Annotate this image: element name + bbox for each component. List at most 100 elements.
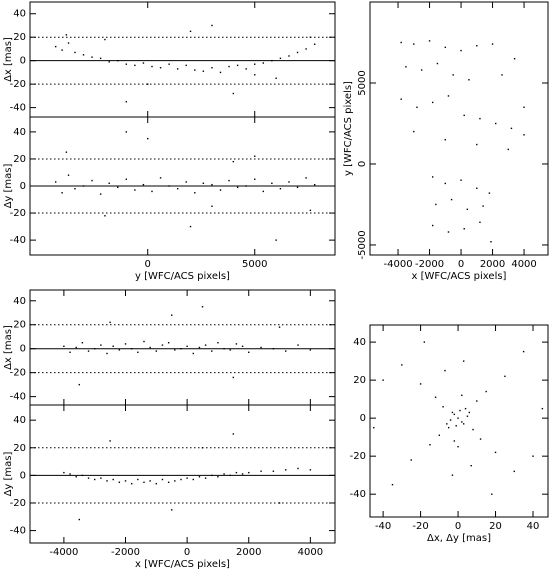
point xyxy=(168,63,170,65)
point xyxy=(161,478,164,481)
point xyxy=(202,182,205,184)
point xyxy=(444,138,446,141)
point xyxy=(464,407,467,410)
point xyxy=(149,346,151,349)
x-tick-label: 4000 xyxy=(298,547,323,558)
point xyxy=(186,477,188,479)
point xyxy=(260,346,262,349)
point xyxy=(513,470,515,473)
point xyxy=(453,440,456,442)
point xyxy=(82,185,85,187)
point xyxy=(65,151,68,153)
point xyxy=(171,509,173,511)
point xyxy=(470,464,472,467)
point xyxy=(309,209,312,212)
point xyxy=(444,369,446,372)
point xyxy=(142,62,145,64)
plot-frame xyxy=(369,324,549,518)
point xyxy=(460,179,462,181)
point xyxy=(501,74,503,76)
x-axis-label: Δx, Δy [mas] xyxy=(427,533,491,544)
point xyxy=(423,341,426,343)
point xyxy=(117,186,119,189)
y-tick-label: -5000 xyxy=(357,230,368,259)
point xyxy=(228,65,230,68)
point xyxy=(462,423,465,425)
y-tick-label: -40 xyxy=(10,235,26,246)
point xyxy=(476,45,478,47)
y-tick-label: 20 xyxy=(13,154,26,165)
point xyxy=(309,469,312,471)
point xyxy=(149,480,151,482)
point xyxy=(400,41,402,44)
point xyxy=(54,45,57,48)
point xyxy=(108,182,110,184)
point xyxy=(232,376,235,379)
point xyxy=(100,344,102,346)
point xyxy=(450,198,453,201)
point xyxy=(271,182,273,184)
point xyxy=(87,477,90,479)
point xyxy=(428,40,431,42)
point xyxy=(198,346,201,349)
point xyxy=(201,306,204,308)
point xyxy=(401,364,403,366)
point xyxy=(457,445,459,448)
point xyxy=(228,179,230,182)
point xyxy=(167,342,170,344)
point xyxy=(279,57,282,60)
y-axis-label: Δy [mas] xyxy=(3,451,14,496)
point xyxy=(69,351,71,353)
point xyxy=(232,160,235,163)
point xyxy=(229,474,231,477)
point xyxy=(495,122,497,125)
point xyxy=(217,476,219,478)
x-tick-label: 2000 xyxy=(480,259,505,270)
point xyxy=(180,347,182,350)
point xyxy=(143,340,145,343)
point xyxy=(192,352,194,355)
x-tick-label: -2000 xyxy=(111,547,140,558)
point xyxy=(271,59,273,62)
point xyxy=(447,231,450,233)
point xyxy=(313,183,316,186)
point xyxy=(262,62,264,64)
point xyxy=(523,134,525,136)
point xyxy=(413,130,415,133)
y-tick-label: 20 xyxy=(13,320,26,331)
point xyxy=(151,65,153,68)
y-tick-label: -20 xyxy=(10,368,26,379)
point xyxy=(211,474,213,477)
point xyxy=(65,34,68,36)
point xyxy=(452,74,454,76)
point xyxy=(167,481,170,483)
point xyxy=(254,74,256,76)
point xyxy=(435,203,437,206)
point xyxy=(223,473,225,475)
x-tick-label: 2000 xyxy=(236,547,261,558)
point xyxy=(124,480,127,482)
point xyxy=(254,63,256,65)
x-tick-label: 0 xyxy=(455,521,461,532)
point xyxy=(125,63,128,65)
x-tick-label: -4000 xyxy=(384,259,413,270)
point xyxy=(494,451,497,454)
point xyxy=(466,208,469,211)
point xyxy=(288,55,290,57)
point xyxy=(305,177,307,179)
point xyxy=(285,469,287,471)
point xyxy=(106,480,108,482)
point xyxy=(194,192,196,194)
point xyxy=(104,38,106,41)
y-tick-label: 0 xyxy=(20,344,26,355)
point xyxy=(466,415,469,417)
point xyxy=(61,192,63,194)
point xyxy=(504,375,506,378)
point xyxy=(485,390,487,393)
point xyxy=(297,344,299,346)
point xyxy=(100,477,102,479)
point xyxy=(275,77,277,79)
point xyxy=(241,473,244,475)
point xyxy=(176,188,179,190)
point xyxy=(54,181,57,183)
